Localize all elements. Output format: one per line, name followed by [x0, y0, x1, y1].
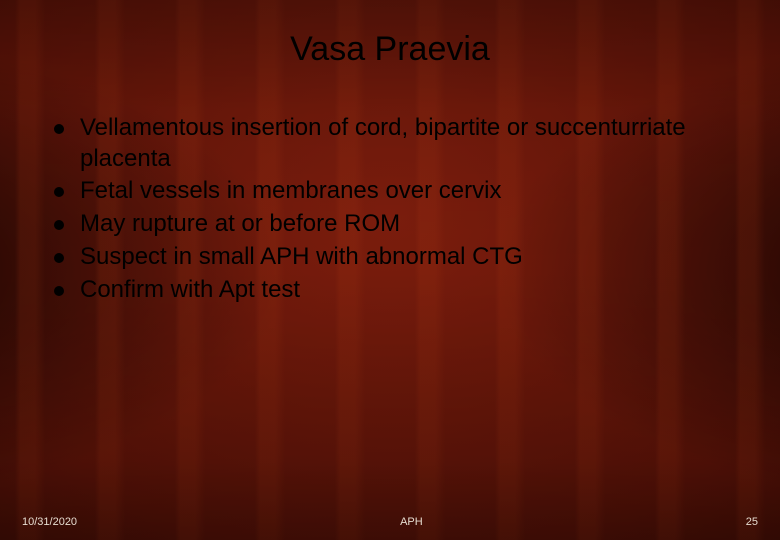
bullet-item: Fetal vessels in membranes over cervix	[50, 176, 740, 207]
bullet-item: Vellamentous insertion of cord, bipartit…	[50, 113, 740, 174]
slide-title: Vasa Praevia	[40, 30, 740, 69]
bullet-item: May rupture at or before ROM	[50, 209, 740, 240]
bullet-list: Vellamentous insertion of cord, bipartit…	[40, 113, 740, 307]
slide-footer: 10/31/2020 APH 25	[0, 516, 780, 528]
bullet-item: Suspect in small APH with abnormal CTG	[50, 242, 740, 273]
slide: Vasa Praevia Vellamentous insertion of c…	[0, 0, 780, 540]
footer-center: APH	[77, 516, 746, 528]
slide-content: Vasa Praevia Vellamentous insertion of c…	[0, 0, 780, 540]
bullet-item: Confirm with Apt test	[50, 275, 740, 306]
footer-date: 10/31/2020	[22, 516, 77, 528]
footer-page-number: 25	[746, 516, 758, 528]
